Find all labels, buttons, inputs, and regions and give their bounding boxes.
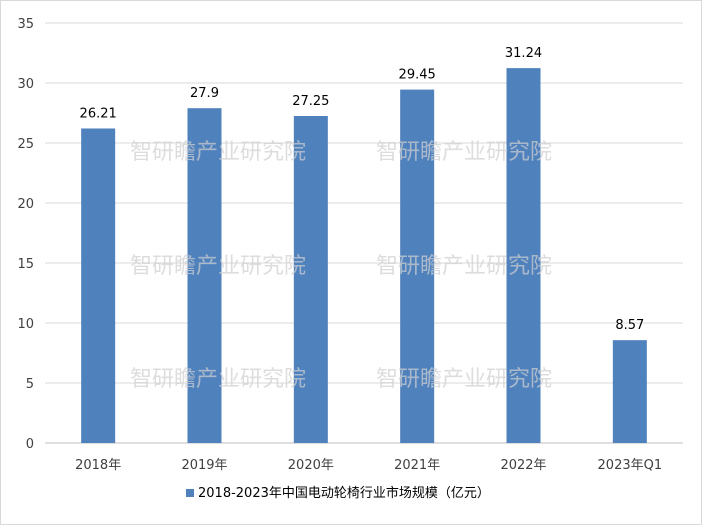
y-axis-ticks: 0 5 10 15 20 25 30 35 xyxy=(17,17,34,452)
bar xyxy=(400,89,435,443)
y-tick-label: 0 xyxy=(26,437,34,452)
watermark-text: 智研瞻产业研究院 xyxy=(376,140,552,165)
y-tick-label: 35 xyxy=(17,17,34,32)
data-label: 27.25 xyxy=(292,94,329,109)
watermark-text: 智研瞻产业研究院 xyxy=(130,367,306,392)
watermark-text: 智研瞻产业研究院 xyxy=(376,254,552,279)
watermark-text: 智研瞻产业研究院 xyxy=(130,140,306,165)
data-label: 26.21 xyxy=(80,106,117,121)
data-label: 29.45 xyxy=(399,68,436,83)
y-tick-label: 5 xyxy=(26,377,34,392)
x-tick-label: 2020年 xyxy=(288,458,334,473)
y-tick-label: 25 xyxy=(17,137,34,152)
bar xyxy=(506,68,541,444)
watermark-text: 智研瞻产业研究院 xyxy=(376,367,552,392)
x-tick-label: 2021年 xyxy=(394,458,440,473)
x-tick-label: 2018年 xyxy=(75,458,121,473)
gridlines xyxy=(45,22,683,444)
bar xyxy=(187,108,222,443)
x-axis-ticks: 2018年 2019年 2020年 2021年 2022年 2023年Q1 xyxy=(75,458,662,473)
watermark-text: 智研瞻产业研究院 xyxy=(130,254,306,279)
bar xyxy=(81,128,116,444)
legend-label: 2018-2023年中国电动轮椅行业市场规模（亿元） xyxy=(198,485,490,501)
y-tick-label: 30 xyxy=(17,77,34,92)
data-label: 8.57 xyxy=(615,318,644,333)
x-tick-label: 2022年 xyxy=(500,458,546,473)
data-labels: 26.21 27.9 27.25 29.45 31.24 8.57 xyxy=(80,46,645,333)
y-tick-label: 20 xyxy=(17,197,34,212)
legend-swatch xyxy=(186,489,194,497)
x-tick-label: 2019年 xyxy=(181,458,227,473)
bar xyxy=(612,340,647,443)
legend: 2018-2023年中国电动轮椅行业市场规模（亿元） xyxy=(186,485,490,501)
data-label: 27.9 xyxy=(190,86,219,101)
y-tick-label: 15 xyxy=(17,257,34,272)
data-label: 31.24 xyxy=(505,46,542,61)
x-tick-label: 2023年Q1 xyxy=(598,458,663,473)
y-tick-label: 10 xyxy=(17,317,34,332)
bars xyxy=(81,68,647,444)
bar xyxy=(293,116,328,443)
